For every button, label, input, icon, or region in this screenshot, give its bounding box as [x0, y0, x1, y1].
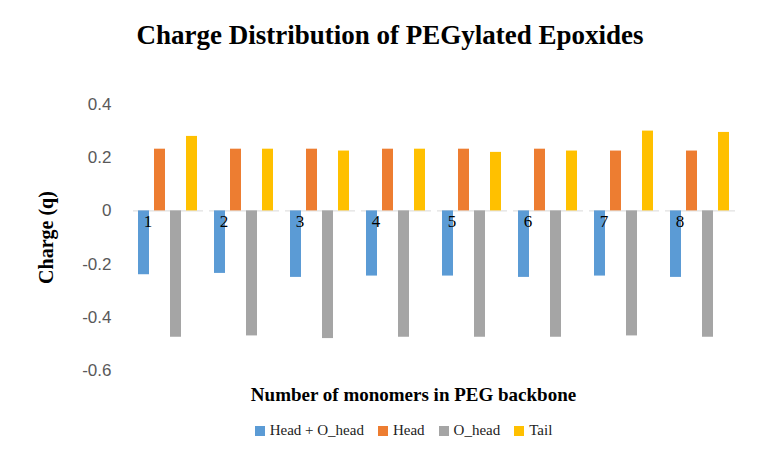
- svg-text:0: 0: [102, 201, 111, 220]
- html-text:Head + O_head: Head + O_head: [269, 422, 364, 438]
- html-text:Number of monomers in PEG back: Number of monomers in PEG backbone: [250, 384, 577, 405]
- html-text:Tail: Tail: [529, 422, 553, 438]
- html-text:Head: Head: [392, 422, 425, 438]
- svg-text:2: 2: [220, 212, 229, 231]
- svg-text:5: 5: [448, 212, 457, 231]
- svg-text:4: 4: [372, 212, 381, 231]
- svg-text:-0.2: -0.2: [82, 255, 111, 274]
- svg-text:Charge (q): Charge (q): [35, 191, 58, 284]
- svg-text:-0.4: -0.4: [82, 308, 111, 327]
- svg-text:7: 7: [600, 212, 609, 231]
- html-text:Charge Distribution of PEGylat: Charge Distribution of PEGylated Epoxide…: [136, 20, 644, 50]
- svg-text:3: 3: [296, 212, 305, 231]
- svg-text:8: 8: [676, 212, 685, 231]
- svg-text:0.2: 0.2: [88, 148, 112, 167]
- svg-text:1: 1: [144, 212, 153, 231]
- html-text:O_head: O_head: [453, 422, 501, 438]
- svg-text:0.4: 0.4: [88, 95, 112, 114]
- svg-text:-0.6: -0.6: [82, 361, 111, 380]
- svg-text:6: 6: [524, 212, 533, 231]
